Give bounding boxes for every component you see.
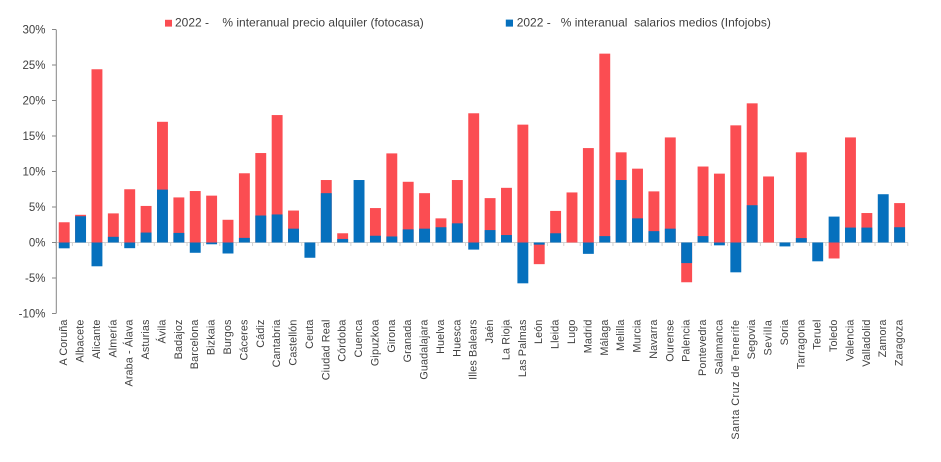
svg-text:Zamora: Zamora [877, 320, 889, 358]
svg-text:Cuenca: Cuenca [353, 320, 365, 358]
svg-text:20%: 20% [22, 96, 45, 108]
svg-text:Navarra: Navarra [648, 320, 660, 359]
svg-text:Huesca: Huesca [451, 320, 463, 357]
svg-text:Alicante: Alicante [91, 320, 103, 359]
svg-text:Lleida: Lleida [550, 320, 562, 350]
svg-text:Asturias: Asturias [140, 319, 152, 359]
svg-text:Albacete: Albacete [75, 320, 87, 363]
svg-text:Cantabria: Cantabria [271, 320, 283, 368]
svg-text:La Rioja: La Rioja [500, 319, 512, 360]
svg-text:A Coruña: A Coruña [58, 320, 70, 366]
svg-text:Huelva: Huelva [435, 320, 447, 354]
svg-text:15%: 15% [22, 131, 45, 143]
svg-text:Lugo: Lugo [566, 320, 578, 345]
svg-text:Santa Cruz de Tenerife: Santa Cruz de Tenerife [730, 320, 742, 440]
svg-text:Gipuzkoa: Gipuzkoa [369, 320, 381, 367]
svg-text:2022 - % interanual salario: 2022 - % interanual salarios medios (Inf… [517, 16, 771, 30]
svg-text:Valladolid: Valladolid [861, 320, 873, 367]
svg-text:Girona: Girona [386, 320, 398, 353]
svg-text:Córdoba: Córdoba [337, 320, 349, 362]
svg-text:Granada: Granada [402, 320, 414, 363]
svg-text:Ciudad Real: Ciudad Real [320, 320, 332, 381]
svg-text:Madrid: Madrid [582, 320, 594, 354]
svg-text:-10%: -10% [19, 309, 46, 321]
svg-text:Castellón: Castellón [288, 320, 300, 366]
svg-text:Segovia: Segovia [746, 320, 758, 360]
svg-text:Salamanca: Salamanca [713, 320, 725, 375]
svg-text:Murcia: Murcia [632, 320, 644, 353]
svg-text:Badajoz: Badajoz [173, 320, 185, 360]
svg-text:5%: 5% [29, 202, 46, 214]
svg-text:Málaga: Málaga [599, 320, 611, 356]
svg-text:Melilla: Melilla [615, 320, 627, 351]
svg-text:10%: 10% [22, 167, 45, 179]
svg-text:Illes Balears: Illes Balears [468, 319, 480, 380]
svg-text:Almería: Almería [107, 320, 119, 358]
svg-text:-5%: -5% [25, 273, 45, 285]
svg-text:Guadalajara: Guadalajara [419, 320, 431, 380]
svg-text:25%: 25% [22, 60, 45, 72]
svg-text:Valencia: Valencia [844, 320, 856, 362]
svg-text:Barcelona: Barcelona [189, 320, 201, 370]
svg-text:Ourense: Ourense [664, 320, 676, 362]
svg-text:Las Palmas: Las Palmas [517, 319, 529, 377]
svg-text:Palencia: Palencia [681, 320, 693, 362]
svg-text:Jaén: Jaén [484, 319, 496, 343]
svg-text:Tarragona: Tarragona [795, 320, 807, 370]
svg-text:Pontevedra: Pontevedra [697, 320, 709, 376]
svg-text:León: León [533, 320, 545, 345]
svg-text:2022 - % interanual precio: 2022 - % interanual precio alquiler (fot… [175, 16, 424, 30]
svg-text:Cádiz: Cádiz [255, 320, 267, 348]
svg-text:Ceuta: Ceuta [304, 320, 316, 349]
svg-text:Ávila: Ávila [155, 320, 168, 344]
svg-text:Soria: Soria [779, 320, 791, 346]
svg-text:0%: 0% [29, 238, 46, 250]
svg-text:Araba - Álava: Araba - Álava [123, 320, 136, 387]
svg-text:Zaragoza: Zaragoza [894, 320, 906, 367]
svg-text:Teruel: Teruel [812, 320, 824, 350]
svg-text:Sevilla: Sevilla [763, 320, 775, 356]
svg-text:Burgos: Burgos [222, 319, 234, 354]
svg-text:Bizkaia: Bizkaia [206, 320, 218, 356]
svg-text:Cáceres: Cáceres [238, 319, 250, 361]
svg-text:30%: 30% [22, 25, 45, 37]
svg-text:Toledo: Toledo [828, 320, 840, 353]
